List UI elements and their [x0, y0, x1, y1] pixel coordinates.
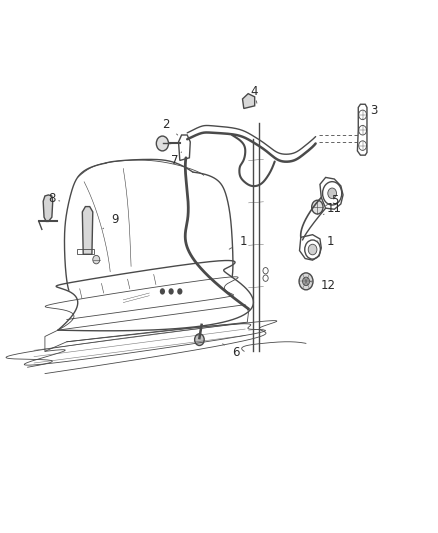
- Text: 7: 7: [171, 152, 181, 167]
- Circle shape: [299, 273, 313, 290]
- Circle shape: [160, 288, 165, 295]
- Polygon shape: [82, 207, 93, 254]
- Circle shape: [328, 188, 336, 199]
- Text: 1: 1: [318, 235, 334, 247]
- Circle shape: [303, 277, 310, 286]
- Text: 11: 11: [323, 201, 342, 215]
- Polygon shape: [243, 94, 254, 109]
- Circle shape: [169, 288, 174, 295]
- Circle shape: [308, 244, 317, 255]
- Text: 8: 8: [49, 192, 60, 205]
- Text: 4: 4: [250, 85, 258, 103]
- Text: 1: 1: [229, 235, 247, 249]
- Circle shape: [194, 334, 204, 345]
- Circle shape: [93, 255, 100, 264]
- Text: 9: 9: [103, 213, 118, 229]
- Text: 6: 6: [223, 344, 239, 359]
- Polygon shape: [43, 195, 53, 221]
- Circle shape: [156, 136, 169, 151]
- Text: 3: 3: [363, 103, 377, 119]
- Circle shape: [312, 200, 323, 214]
- Circle shape: [177, 288, 183, 295]
- Text: 5: 5: [326, 193, 338, 207]
- Text: 12: 12: [310, 279, 336, 292]
- Text: 2: 2: [162, 118, 178, 135]
